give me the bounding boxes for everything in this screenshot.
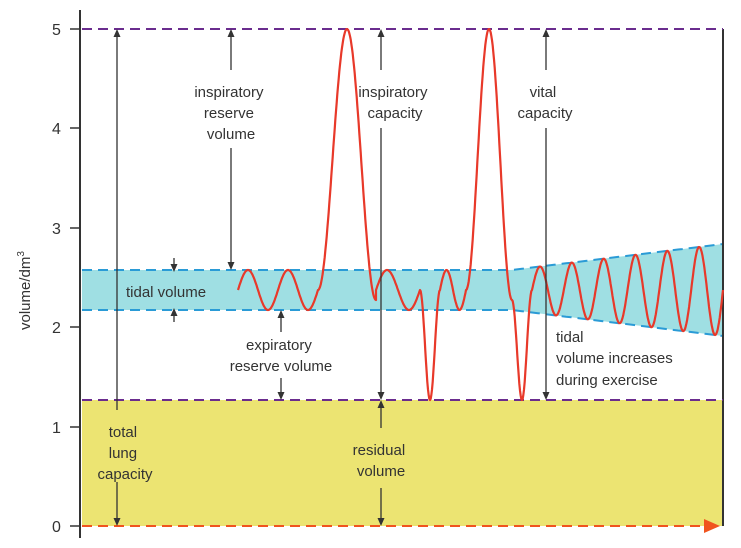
tlc-label: total lung capacity [97, 424, 153, 483]
tick-0: 0 [52, 519, 61, 536]
y-axis-label-sup: 3 [16, 251, 27, 257]
y-ticks [70, 28, 80, 527]
vc-label: vital capacity [517, 84, 573, 122]
tick-3: 3 [52, 221, 61, 238]
ic-label: inspiratory capacity [358, 84, 431, 122]
residual-volume-region [82, 400, 722, 526]
irv-label: inspiratory reserve volume [194, 84, 267, 143]
rv-label: residual volume [353, 442, 410, 480]
tick-2: 2 [52, 320, 61, 337]
annotation-arrows [113, 29, 550, 526]
tick-5: 5 [52, 22, 61, 39]
erv-label: expiratory reserve volume [230, 337, 333, 375]
tick-4: 4 [52, 121, 61, 138]
tidal-volume-label: tidal volume [126, 284, 206, 301]
tidal-volume-band [82, 244, 722, 336]
y-axis-label: volume/dm3 [16, 251, 34, 330]
tidal-increase-label: tidal volume increases during exercise [556, 329, 677, 389]
breathing-trace [236, 28, 725, 402]
tick-1: 1 [52, 420, 61, 437]
tidal-lower-line [82, 309, 723, 337]
tidal-upper-line [82, 243, 723, 271]
